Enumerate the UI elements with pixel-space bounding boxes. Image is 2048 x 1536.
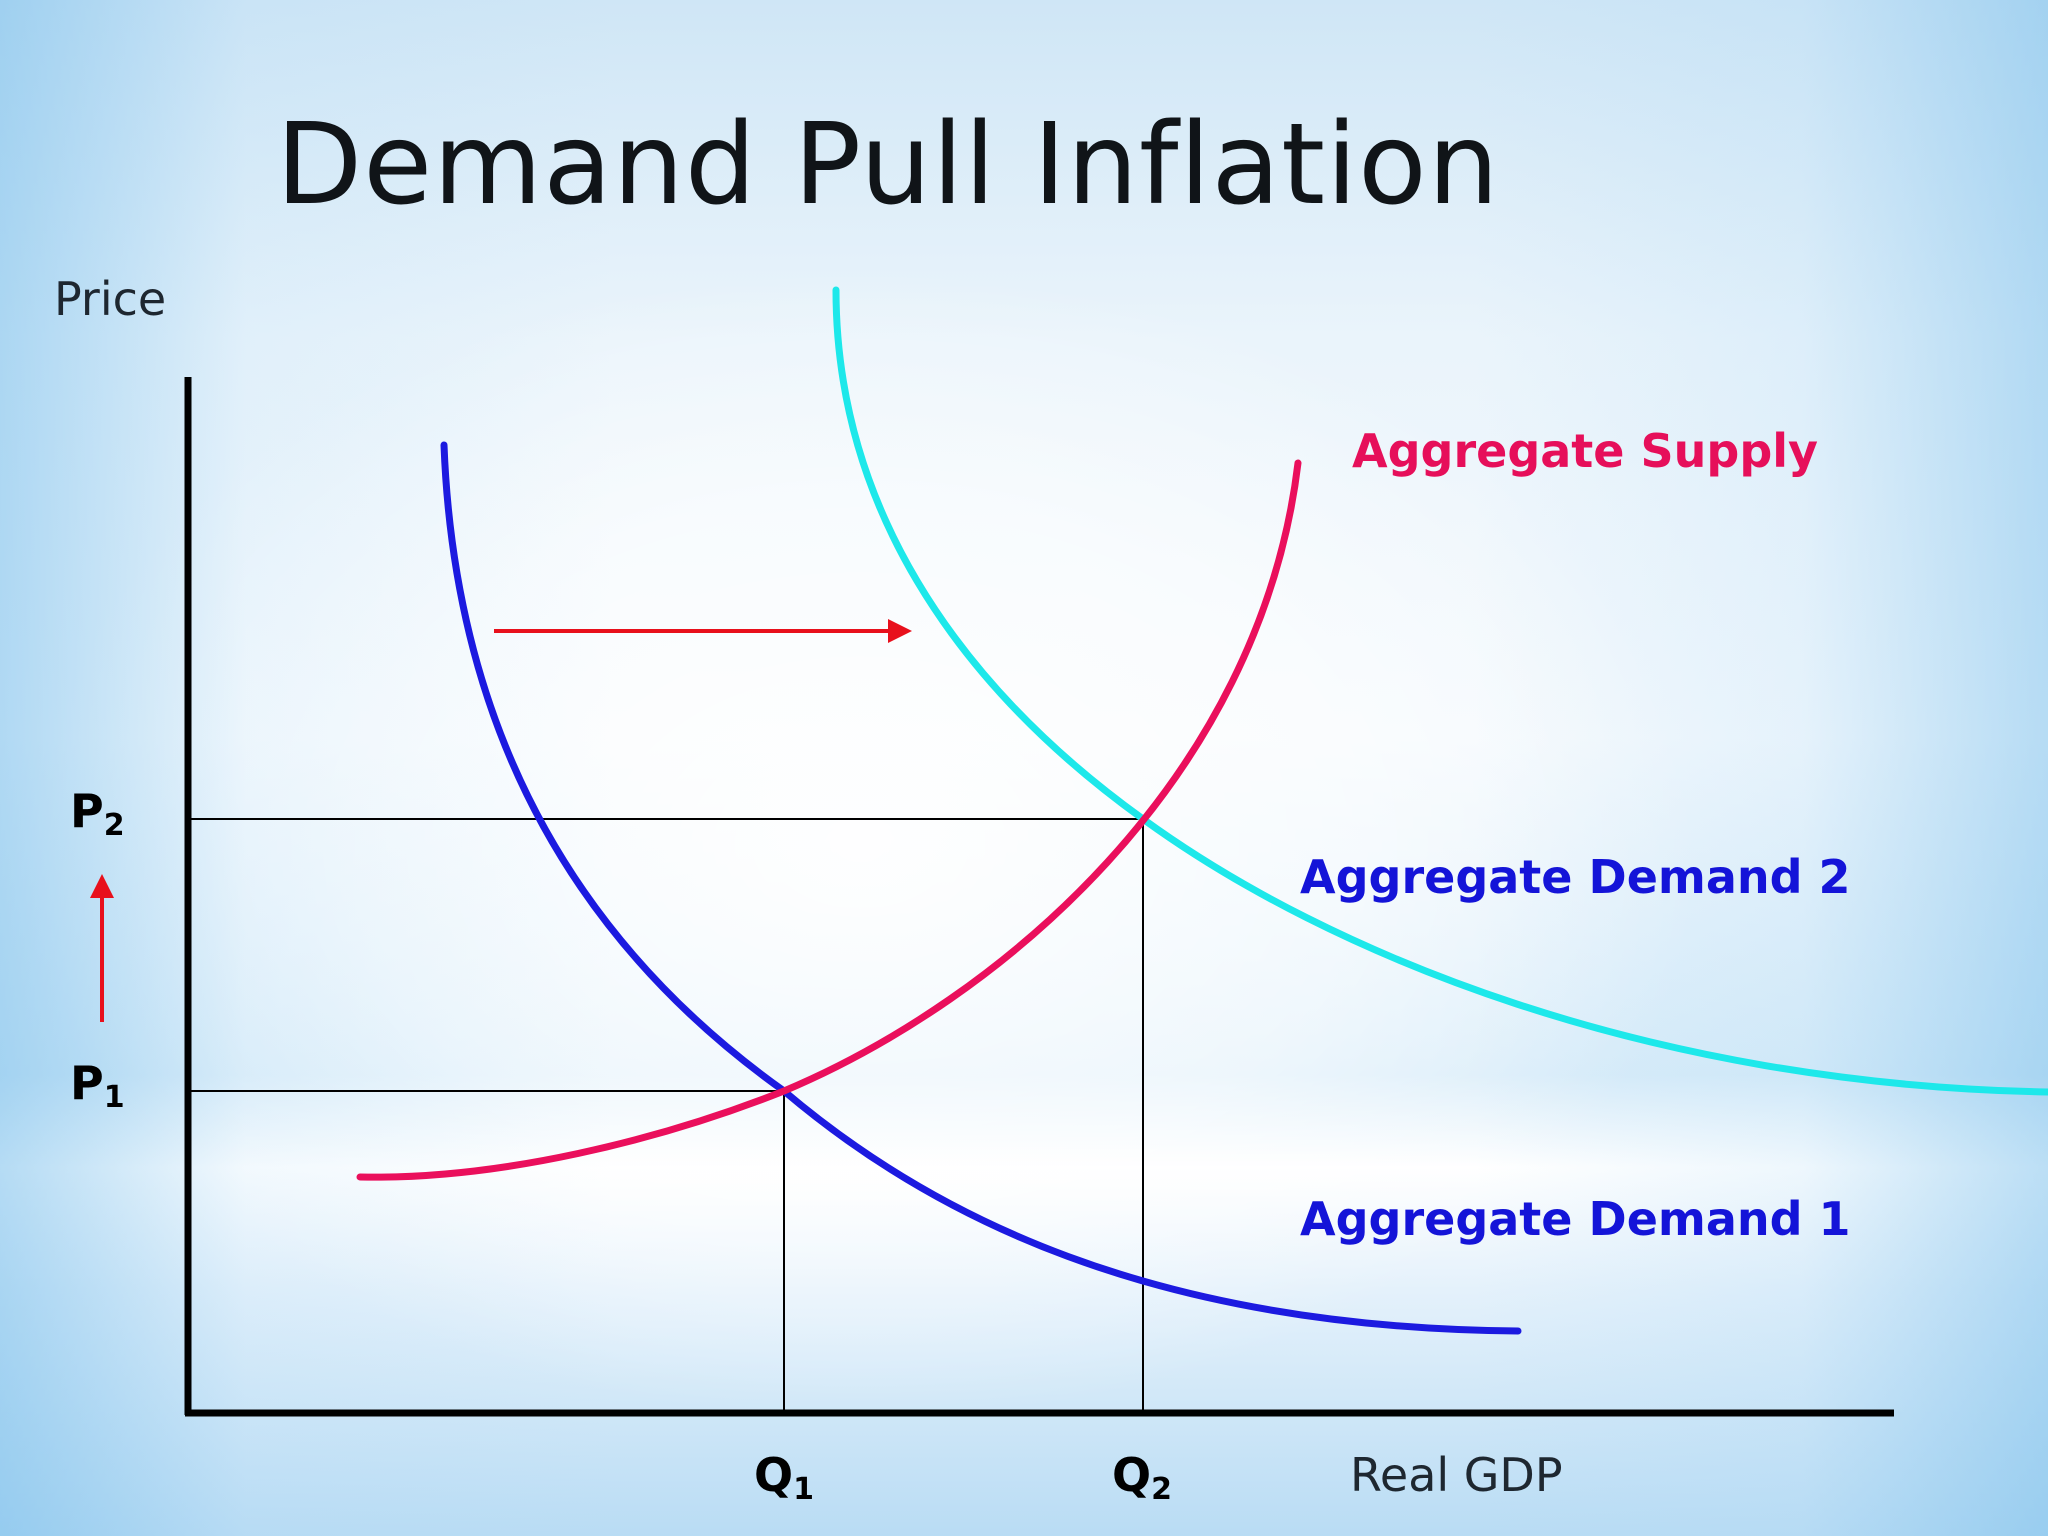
aggregate-demand-2-curve xyxy=(836,290,2048,1092)
aggregate-demand-1-curve xyxy=(444,445,1518,1331)
aggregate-supply-curve xyxy=(360,463,1298,1177)
